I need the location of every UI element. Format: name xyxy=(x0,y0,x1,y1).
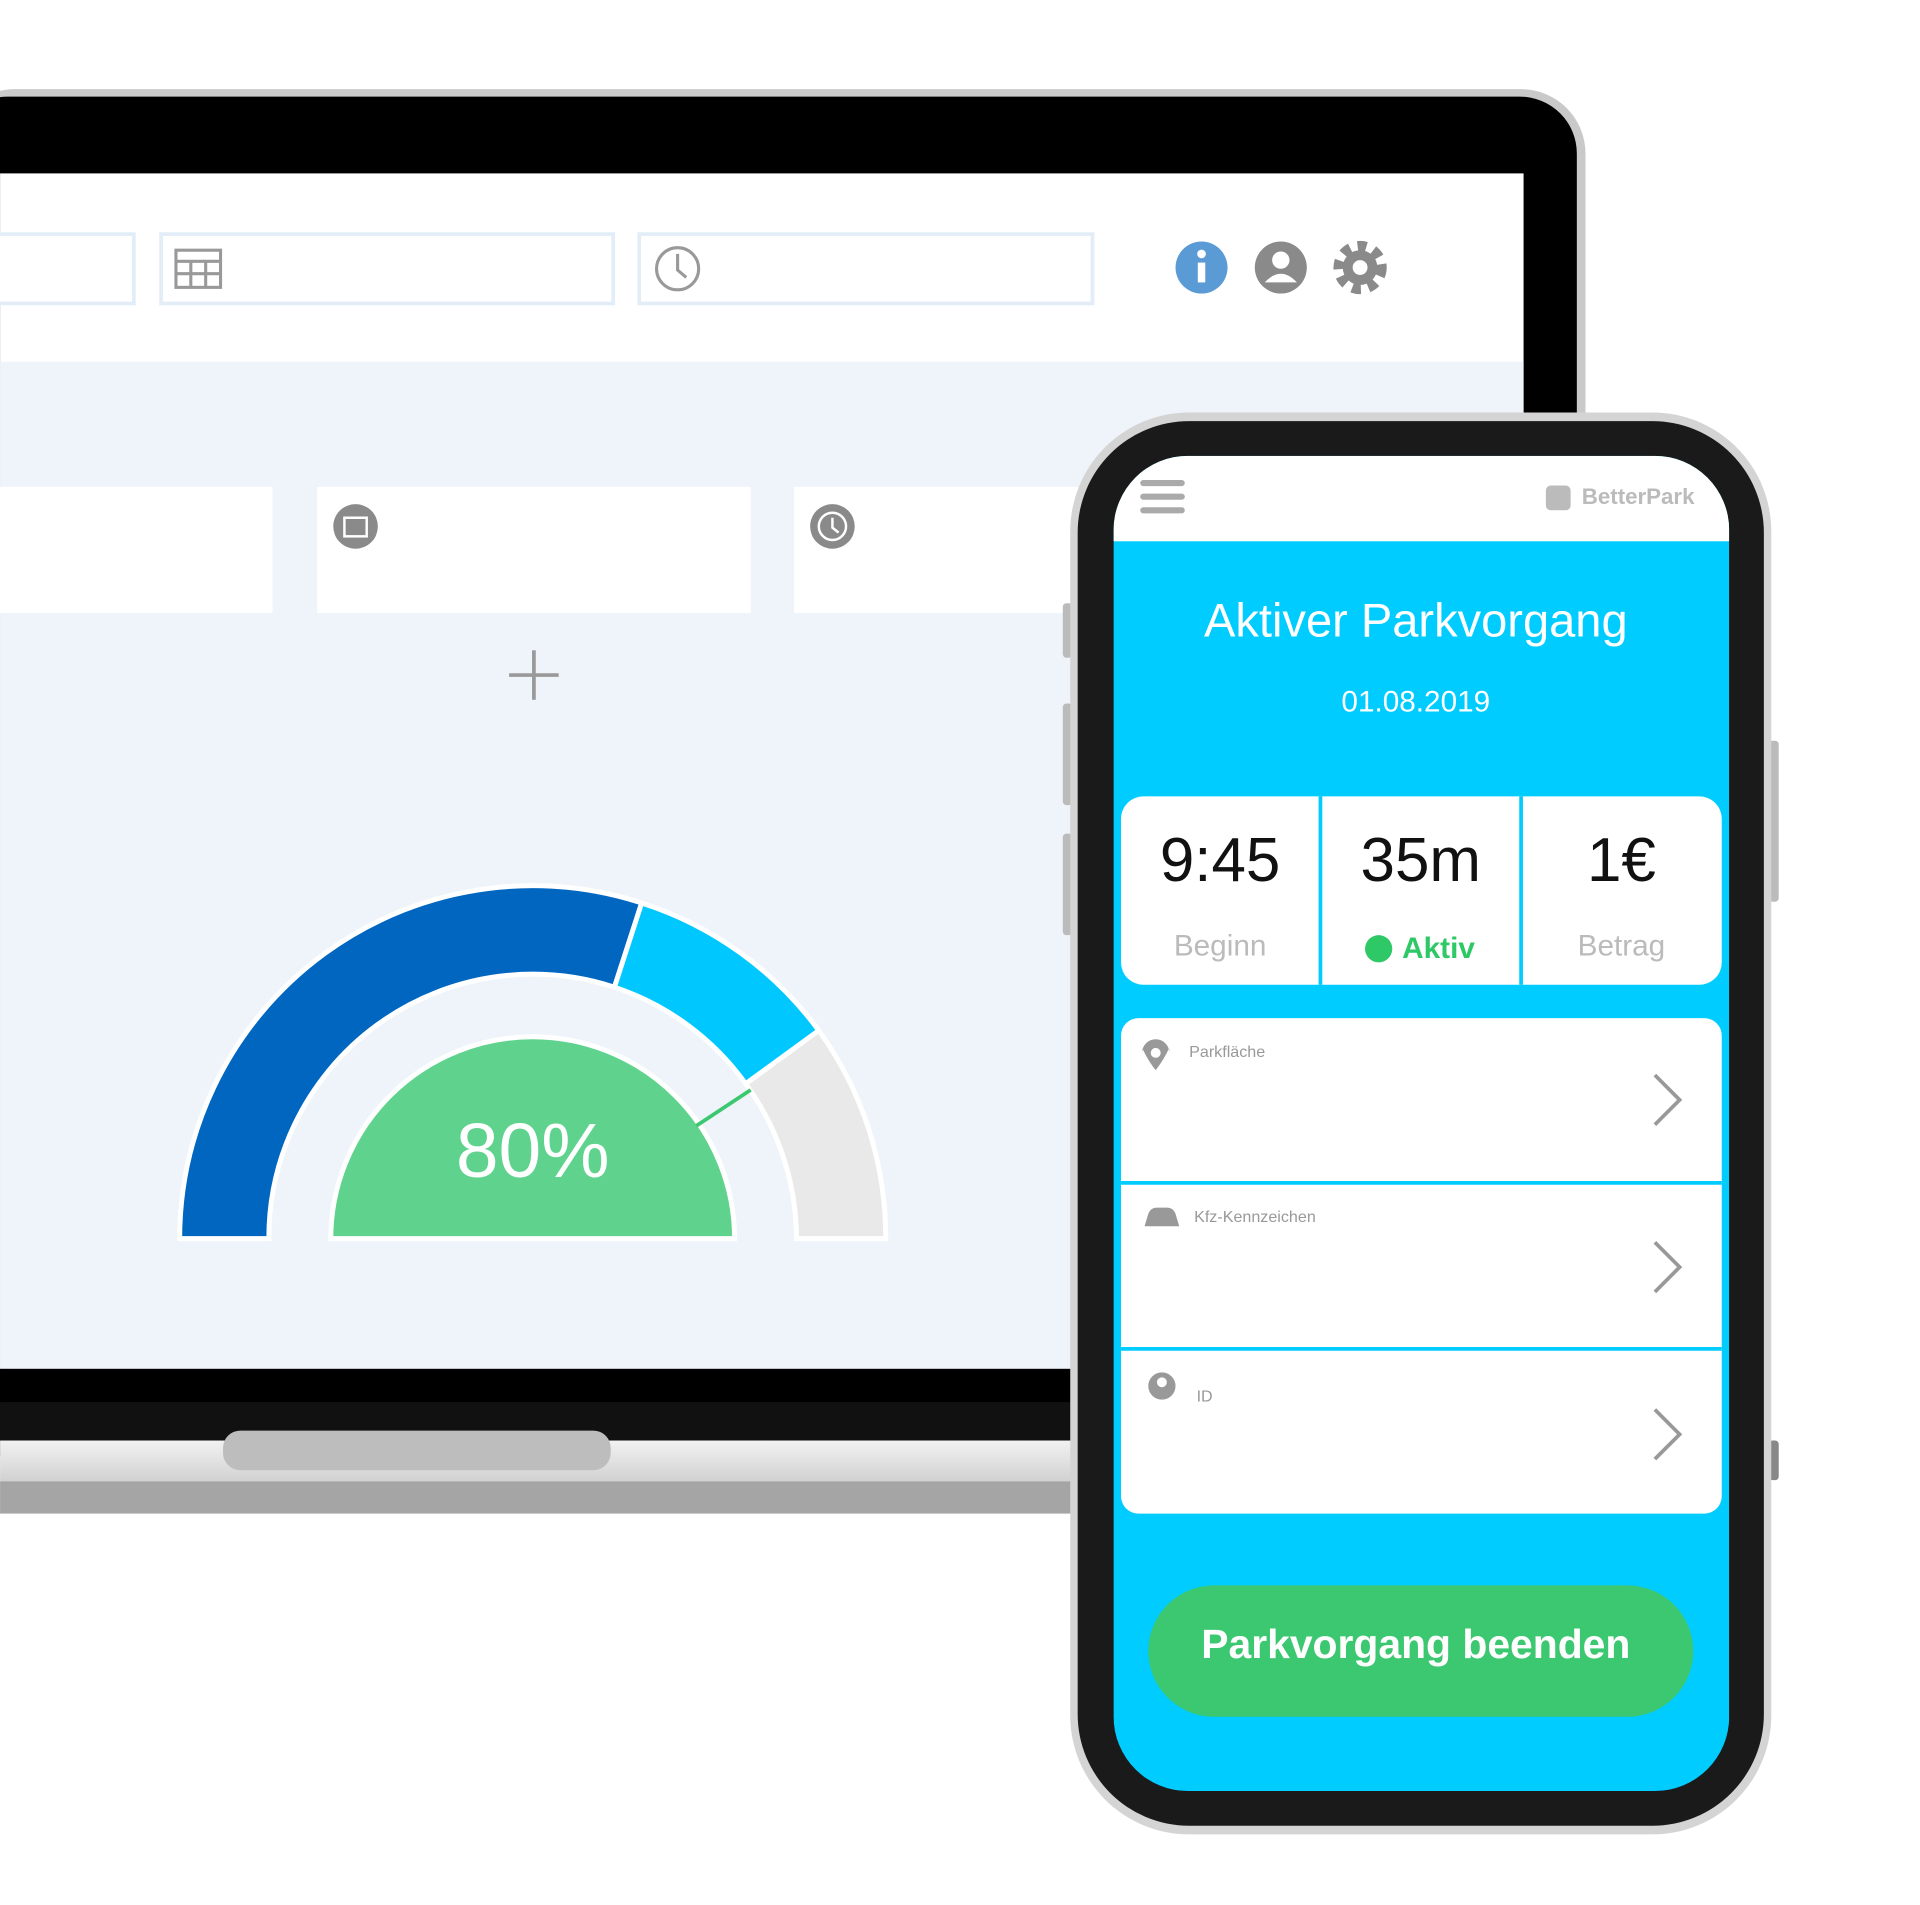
calendar-icon xyxy=(174,248,223,289)
menu-button[interactable] xyxy=(1140,479,1185,514)
field-label: ID xyxy=(1197,1387,1213,1405)
info-dot xyxy=(1197,249,1206,259)
app-header xyxy=(1113,455,1730,542)
gear-hole xyxy=(1352,260,1368,275)
user-body xyxy=(1264,273,1297,283)
stat-label: Aktiv xyxy=(1402,932,1475,965)
stat-label: Beginn xyxy=(1174,929,1267,962)
screen-title: Aktiver Parkvorgang xyxy=(1204,594,1628,647)
phone: BetterPark Aktiver Parkvorgang 01.08.201… xyxy=(1062,412,1779,1835)
stat-value: 1€ xyxy=(1587,826,1656,895)
stat-value: 9:45 xyxy=(1160,826,1281,895)
gauge-pointer xyxy=(695,1088,752,1128)
user-head xyxy=(1272,251,1290,269)
car-icon xyxy=(1144,1207,1180,1227)
clock-icon xyxy=(654,246,701,292)
fields-card xyxy=(1121,1018,1722,1514)
card-clock-hands xyxy=(831,517,840,534)
user-icon-head xyxy=(1156,1377,1167,1388)
gauge-segment xyxy=(742,1027,889,1242)
widget-card xyxy=(0,486,273,614)
card-clock-glyph xyxy=(817,511,848,542)
screen-date: 01.08.2019 xyxy=(1341,685,1490,718)
add-widget[interactable] xyxy=(509,650,559,700)
widget-card xyxy=(317,486,751,614)
chevron xyxy=(1653,1241,1683,1294)
gauge-center xyxy=(328,1034,738,1242)
info-bar xyxy=(1197,262,1206,283)
brand-logo xyxy=(1545,485,1571,511)
stat-label: Betrag xyxy=(1578,929,1666,962)
settings-button[interactable] xyxy=(1333,240,1387,295)
end-button-label[interactable]: Parkvorgang beenden xyxy=(1201,1621,1630,1667)
field-row[interactable] xyxy=(1121,1351,1722,1513)
chevron xyxy=(1653,1408,1683,1461)
laptop-base-edge xyxy=(0,1481,1078,1514)
info-button[interactable] xyxy=(1175,241,1228,294)
gear-teeth[interactable] xyxy=(1333,240,1387,295)
time-input[interactable] xyxy=(637,232,1095,306)
clock-icon-hands xyxy=(676,253,688,279)
gauge xyxy=(177,883,889,1242)
chevron xyxy=(1653,1073,1683,1126)
calendar-icon-body xyxy=(174,248,223,289)
gauge-segment xyxy=(177,883,645,1242)
clock-icon-face xyxy=(654,246,701,292)
laptop-notch xyxy=(223,1430,611,1471)
field-label: Kfz-Kennzeichen xyxy=(1194,1208,1316,1226)
pin-hole xyxy=(1150,1047,1161,1058)
stat-value: 35m xyxy=(1361,826,1481,895)
card-calendar-glyph xyxy=(343,516,368,538)
card-calendar-icon xyxy=(333,504,378,549)
status-dot xyxy=(1365,935,1393,963)
field-label: Parkfläche xyxy=(1189,1043,1265,1061)
stats-card xyxy=(1121,796,1722,985)
date-input[interactable] xyxy=(159,232,616,306)
gauge-label: 80% xyxy=(456,1108,610,1194)
search-input[interactable] xyxy=(0,232,136,306)
user-button[interactable] xyxy=(1254,241,1307,294)
end-button[interactable] xyxy=(1148,1585,1694,1717)
brand-name: BetterPark xyxy=(1582,484,1695,509)
